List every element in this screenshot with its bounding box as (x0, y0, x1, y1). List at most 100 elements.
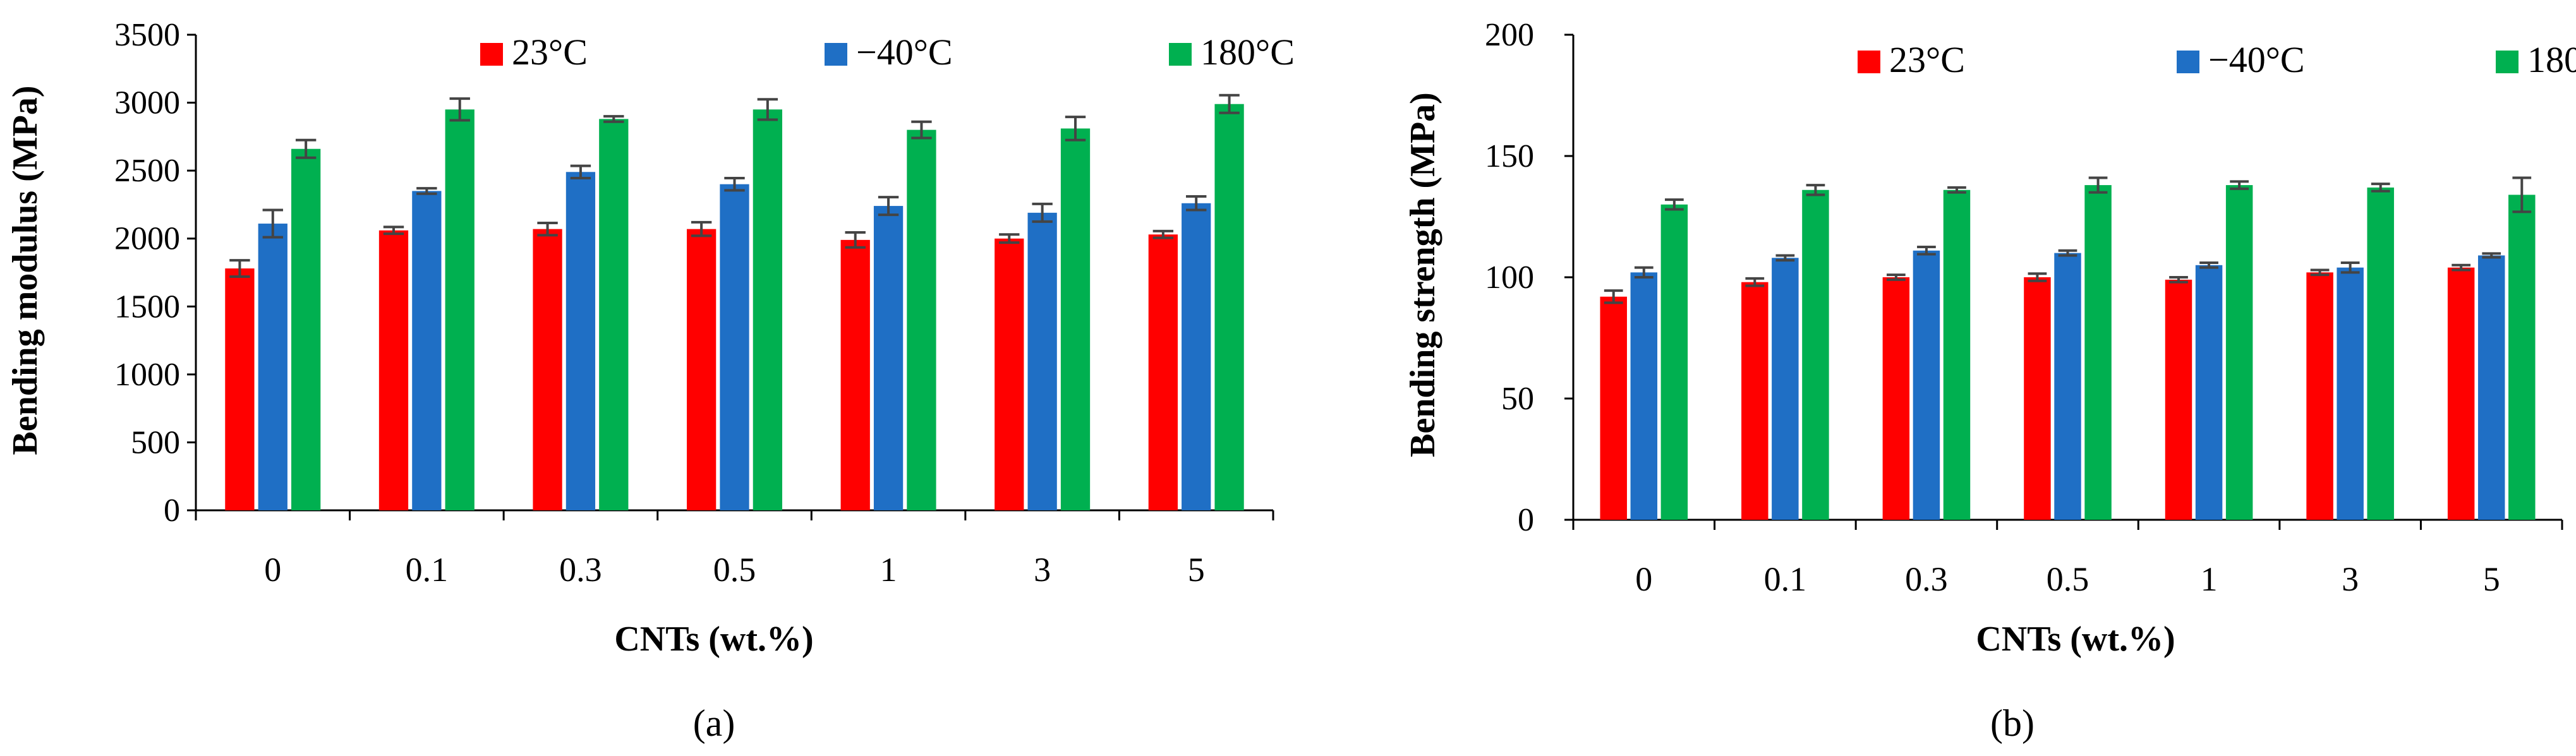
chart-a: Bending modulus (MPa) CNTs (wt.%) (a) 0 5… (6, 17, 1295, 744)
chart-a-bar-180c (753, 109, 783, 511)
chart-a-xlabel: CNTs (wt.%) (614, 620, 813, 659)
chart-b-error-bar (2199, 261, 2218, 269)
chart-a-legend-label: 23°C (512, 32, 588, 73)
chart-a-error-bar (449, 97, 470, 122)
chart-a-legend-label: 180°C (1200, 32, 1295, 73)
chart-a-bar-180c (1214, 104, 1244, 511)
chart-a-ytick-label: 3000 (114, 85, 180, 121)
chart-a-bar-180c (1060, 128, 1091, 510)
chart-a-bar-23c (686, 229, 717, 510)
chart-a-ytick-label: 3500 (114, 17, 180, 53)
chart-a-bar-23c (225, 268, 255, 510)
chart-b-xlabel: CNTs (wt.%) (1976, 620, 2175, 659)
chart-a-ylabel: Bending modulus (MPa) (6, 86, 45, 455)
chart-a-error-bar (416, 187, 437, 195)
chart-b-error-bar (2169, 276, 2188, 284)
chart-b-xtick-label: 1 (2201, 560, 2218, 598)
chart-b: Bending strength (MPa) CNTs (wt.%) (b) 0… (1403, 17, 2576, 744)
chart-a-legend-label: −40°C (856, 32, 953, 73)
chart-a-legend-swatch (825, 43, 847, 66)
chart-a-error-bar (1152, 229, 1174, 239)
chart-b-bar-180c (1802, 189, 1829, 520)
chart-b-ytick-label: 0 (1518, 502, 1534, 538)
chart-b-bar-180c (2084, 185, 2112, 520)
chart-b-legend-label: 23°C (1889, 39, 1965, 80)
chart-b-bar-minus40c (2337, 267, 2364, 520)
chart-a-bar-180c (907, 129, 936, 511)
chart-a-xtick-label: 0.1 (406, 551, 449, 589)
chart-a-bar-minus40c (1027, 212, 1057, 510)
chart-a-ytick-label: 1500 (114, 289, 180, 325)
chart-a-bar-23c (995, 238, 1024, 510)
chart-b-error-bar (2058, 249, 2077, 257)
chart-b-bar-23c (2447, 267, 2475, 520)
chart-b-xtick-label: 5 (2483, 560, 2500, 598)
chart-b-error-bar (1604, 289, 1623, 304)
chart-a-error-bar (911, 120, 932, 140)
chart-b-error-bar (2482, 252, 2501, 259)
chart-b-legend-label: −40°C (2208, 39, 2305, 80)
chart-b-xtick-label: 0.1 (1764, 560, 1807, 598)
chart-a-legend-swatch (480, 43, 503, 66)
chart-b-bar-23c (1741, 282, 1769, 520)
chart-a-panel-label: (a) (693, 702, 735, 744)
chart-a-bar-23c (378, 230, 409, 510)
chart-b-panel-label: (b) (1990, 702, 2035, 744)
chart-b-legend-swatch (2177, 51, 2199, 73)
chart-a-bar-23c (840, 239, 870, 510)
chart-a-bar-23c (533, 229, 562, 510)
chart-b-ytick-label: 150 (1485, 138, 1534, 174)
chart-b-bar-minus40c (2477, 255, 2505, 520)
chart-b-xtick-label: 0.3 (1905, 560, 1948, 598)
chart-b-bar-180c (1660, 204, 1688, 520)
chart-b-bar-minus40c (1913, 250, 1940, 520)
chart-a-error-bar (1032, 202, 1053, 223)
chart-b-ytick-label: 50 (1501, 381, 1534, 417)
chart-b-bar-minus40c (1772, 258, 1799, 520)
chart-b-error-bar (1664, 198, 1684, 211)
chart-a-bar-minus40c (565, 172, 596, 510)
chart-a-error-bar (878, 196, 899, 217)
chart-b-error-bar (2230, 180, 2249, 190)
chart-a-bar-minus40c (720, 184, 749, 511)
chart-a-error-bar (229, 259, 250, 278)
chart-a-error-bar (295, 138, 317, 159)
chart-a-xtick-label: 5 (1188, 551, 1205, 589)
chart-b-bar-minus40c (2195, 265, 2223, 520)
chart-b-bar-180c (1943, 189, 1971, 520)
chart-b-bar-180c (2508, 195, 2536, 520)
chart-a-error-bar (1219, 93, 1240, 114)
chart-a-ytick-label: 1000 (114, 357, 180, 393)
chart-a-error-bar (724, 176, 745, 192)
chart-a-error-bar (845, 231, 866, 249)
chart-a-bar-180c (599, 119, 629, 511)
chart-a-error-bar (262, 208, 283, 239)
chart-a-error-bar (603, 115, 624, 123)
chart-b-bar-23c (1882, 277, 1910, 520)
chart-b-bar-180c (2367, 187, 2394, 520)
chart-b-bar-23c (1600, 296, 1627, 520)
chart-b-error-bar (1917, 246, 1936, 256)
chart-a-ytick-label: 2500 (114, 153, 180, 189)
chart-a-ytick-label: 0 (164, 493, 180, 529)
chart-a-bar-23c (1148, 234, 1178, 510)
chart-a-ytick-label: 2000 (114, 221, 180, 257)
chart-a-bar-minus40c (873, 206, 904, 510)
chart-b-error-bar (1745, 277, 1765, 287)
chart-b-error-bar (2310, 268, 2330, 277)
chart-b-error-bar (1806, 184, 1825, 196)
chart-a-xtick-label: 0.3 (559, 551, 602, 589)
chart-a-ytick-label: 500 (131, 424, 180, 460)
chart-a-bar-180c (291, 148, 321, 511)
chart-b-legend-label: 180°C (2527, 39, 2576, 80)
chart-a-xtick-label: 3 (1034, 551, 1051, 589)
chart-b-ytick-label: 100 (1485, 260, 1534, 296)
chart-b-error-bar (2512, 176, 2532, 213)
chart-a-xtick-label: 1 (880, 551, 897, 589)
chart-b-bar-minus40c (1630, 272, 1658, 520)
chart-a-error-bar (999, 233, 1020, 244)
chart-b-error-bar (2452, 263, 2471, 272)
chart-b-ylabel: Bending strength (MPa) (1403, 92, 1442, 457)
chart-b-error-bar (1947, 186, 1966, 194)
